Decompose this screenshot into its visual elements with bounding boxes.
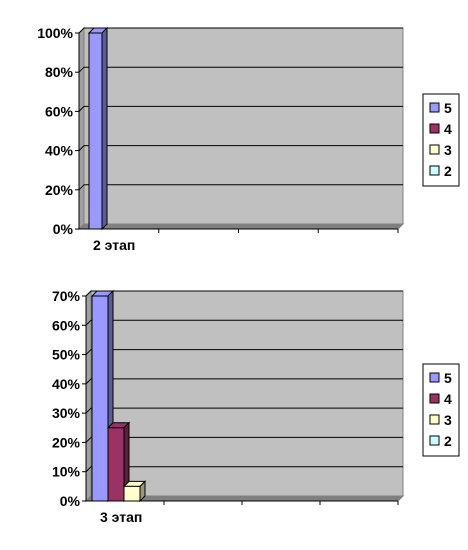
y-tick-label: 60% <box>52 317 81 333</box>
legend-swatch <box>429 144 440 155</box>
gridline-diagonal <box>85 290 92 297</box>
bar-front <box>123 485 141 502</box>
y-tick-label: 20% <box>52 434 81 450</box>
y-tick-label: 0% <box>60 493 81 509</box>
bar-side <box>101 26 108 231</box>
legend-box <box>422 363 460 457</box>
y-tick-label: 50% <box>52 347 81 363</box>
legend-label: 3 <box>444 412 452 428</box>
bar-series-3 <box>122 480 147 503</box>
gridline-diagonal <box>78 106 85 112</box>
legend-label: 2 <box>444 163 452 179</box>
y-tick-label: 40% <box>52 376 81 392</box>
gridline-diagonal <box>78 27 85 34</box>
legend-label: 4 <box>444 391 452 407</box>
legend: 5 4 3 2 <box>422 363 460 457</box>
gridline-diagonal <box>85 378 92 385</box>
gridline-diagonal <box>85 349 92 355</box>
plot-area <box>83 27 404 225</box>
gridline-diagonal <box>85 319 92 326</box>
gridline-diagonal <box>78 145 85 151</box>
legend-swatch <box>429 123 440 134</box>
gridline-diagonal <box>85 466 92 473</box>
chart-stage-3: 0% 10% 20% 30% 40% 50% 60% 70% 3 этап 5 4 3 2 <box>52 288 460 525</box>
bar-front <box>88 32 103 230</box>
y-tick-label: 40% <box>45 143 74 159</box>
y-tick-label: 70% <box>52 288 81 304</box>
bar-front <box>107 427 125 502</box>
legend-swatch <box>429 435 440 446</box>
y-tick-label: 30% <box>52 405 81 421</box>
legend-swatch <box>429 393 440 404</box>
legend-swatch <box>429 102 440 113</box>
chart-stage-2: 0% 20% 40% 60% 80% 100% 2 этап 5 4 3 2 <box>37 25 460 253</box>
bar-front <box>91 295 109 502</box>
legend-label: 2 <box>444 433 452 449</box>
gridline-diagonal <box>85 407 92 414</box>
x-category-label: 2 этап <box>93 237 135 253</box>
legend-label: 5 <box>444 100 452 116</box>
y-tick-label: 0% <box>53 221 74 237</box>
floor <box>77 223 405 230</box>
legend-label: 3 <box>444 142 452 158</box>
y-tick-label: 20% <box>45 182 74 198</box>
y-tick-label: 80% <box>45 64 74 80</box>
y-tick-label: 100% <box>37 25 73 41</box>
gridline-diagonal <box>78 66 85 73</box>
side-wall <box>78 26 85 231</box>
gridline-diagonal <box>78 184 85 191</box>
y-tick-label: 10% <box>52 464 81 480</box>
gridline-diagonal <box>85 437 92 443</box>
legend-label: 5 <box>444 370 452 386</box>
y-tick-label: 60% <box>45 103 74 119</box>
legend-label: 4 <box>444 121 452 137</box>
legend-swatch <box>429 414 440 425</box>
plot-area <box>90 290 404 497</box>
legend-box <box>422 93 460 187</box>
x-category-label: 3 этап <box>100 509 142 525</box>
bar-series-5 <box>87 26 109 231</box>
legend: 5 4 3 2 <box>422 93 460 187</box>
legend-swatch <box>429 372 440 383</box>
legend-swatch <box>429 165 440 176</box>
